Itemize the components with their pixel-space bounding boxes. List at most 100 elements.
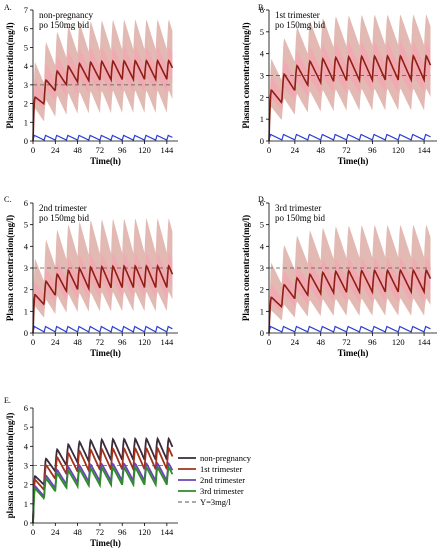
panel-annotation: po 150mg bid	[39, 20, 90, 30]
y-axis-label: Plasma concentration(mg/l)	[241, 22, 251, 128]
y-tick-label: 4	[24, 441, 29, 451]
x-axis-label: Time(h)	[338, 156, 369, 166]
y-tick-label: 4	[260, 49, 265, 59]
x-tick-label: 96	[368, 145, 377, 155]
x-tick-label: 144	[160, 527, 174, 537]
legend-label: 1st trimester	[200, 464, 242, 474]
x-tick-label: 48	[73, 527, 82, 537]
y-tick-label: 4	[24, 61, 29, 71]
y-tick-label: 4	[24, 241, 29, 251]
panel-letter: B.	[258, 3, 265, 12]
y-tick-label: 6	[24, 403, 28, 413]
y-tick-label: 0	[24, 518, 28, 528]
x-tick-label: 0	[31, 337, 35, 347]
mean-line	[32, 263, 174, 334]
x-axis-label: Time(h)	[90, 156, 121, 166]
panel-letter: A.	[4, 3, 12, 12]
y-tick-label: 3	[24, 461, 28, 471]
y-tick-label: 3	[24, 80, 28, 90]
x-tick-label: 144	[418, 337, 432, 347]
y-tick-label: 2	[260, 285, 264, 295]
x-tick-label: 48	[316, 337, 325, 347]
panel-annotation: 2nd trimester	[39, 203, 87, 213]
series-line	[32, 446, 174, 524]
series-line	[32, 465, 174, 524]
y-tick-label: 7	[24, 5, 28, 15]
y-tick-label: 2	[260, 92, 264, 102]
y-axis-label: Plasma concentration(mg/l)	[5, 22, 15, 128]
y-tick-label: 6	[24, 198, 28, 208]
x-tick-label: 144	[160, 145, 174, 155]
legend-label: 2nd trimester	[200, 475, 245, 485]
y-axis-label: plasma concentration(mg/l)	[5, 413, 15, 519]
x-tick-label: 48	[73, 145, 82, 155]
legend-label: Y=3mg/l	[200, 497, 231, 507]
y-tick-label: 0	[260, 136, 264, 146]
x-tick-label: 24	[291, 145, 300, 155]
x-tick-label: 24	[51, 145, 60, 155]
y-tick-label: 3	[24, 263, 28, 273]
x-tick-label: 96	[118, 527, 127, 537]
x-tick-label: 72	[96, 145, 105, 155]
x-tick-label: 72	[96, 337, 105, 347]
low-concentration-line	[32, 134, 173, 142]
x-tick-label: 120	[138, 337, 151, 347]
y-tick-label: 3	[260, 263, 264, 273]
panel-annotation: 1st trimester	[275, 10, 320, 20]
panel-annotation: 3rd trimester	[275, 203, 321, 213]
panel-annotation: po 150mg bid	[39, 213, 90, 223]
panel-letter: E.	[4, 396, 11, 405]
x-tick-label: 72	[342, 145, 351, 155]
y-tick-label: 5	[260, 27, 264, 37]
x-tick-label: 24	[51, 527, 60, 537]
y-tick-label: 1	[260, 306, 264, 316]
x-axis-label: Time(h)	[338, 348, 369, 358]
panel-annotation: po 150mg bid	[275, 213, 326, 223]
y-tick-label: 0	[24, 136, 28, 146]
x-tick-label: 0	[31, 145, 35, 155]
y-tick-label: 6	[24, 24, 28, 34]
x-tick-label: 144	[418, 145, 432, 155]
x-tick-label: 144	[160, 337, 174, 347]
y-tick-label: 5	[24, 422, 28, 432]
panel-annotation: po 150mg bid	[275, 20, 326, 30]
y-tick-label: 3	[260, 71, 264, 81]
y-tick-label: 5	[24, 42, 28, 52]
outer-band	[269, 14, 431, 142]
y-tick-label: 0	[24, 328, 28, 338]
x-axis-label: Time(h)	[90, 348, 121, 358]
y-tick-label: 1	[24, 499, 28, 509]
panel-letter: D.	[258, 195, 266, 204]
x-tick-label: 72	[96, 527, 105, 537]
y-tick-label: 2	[24, 480, 28, 490]
x-tick-label: 120	[138, 145, 151, 155]
outer-band	[33, 19, 173, 142]
x-tick-label: 0	[31, 527, 35, 537]
x-tick-label: 96	[118, 337, 127, 347]
x-tick-label: 120	[392, 145, 405, 155]
x-tick-label: 24	[51, 337, 60, 347]
x-tick-label: 48	[316, 145, 325, 155]
x-tick-label: 72	[342, 337, 351, 347]
y-tick-label: 6	[260, 198, 264, 208]
low-concentration-line	[268, 325, 431, 333]
legend-label: non-pregnancy	[200, 453, 252, 463]
y-tick-label: 1	[24, 306, 28, 316]
x-tick-label: 0	[267, 145, 271, 155]
x-tick-label: 120	[392, 337, 405, 347]
x-tick-label: 96	[368, 337, 377, 347]
y-tick-label: 4	[260, 241, 265, 251]
panel-annotation: non-pregnancy	[39, 10, 93, 20]
x-tick-label: 120	[138, 527, 151, 537]
x-tick-label: 0	[267, 337, 271, 347]
y-tick-label: 0	[260, 328, 264, 338]
y-axis-label: Plasma concentration(mg/l)	[5, 215, 15, 321]
y-tick-label: 6	[260, 5, 264, 15]
y-tick-label: 5	[24, 220, 28, 230]
